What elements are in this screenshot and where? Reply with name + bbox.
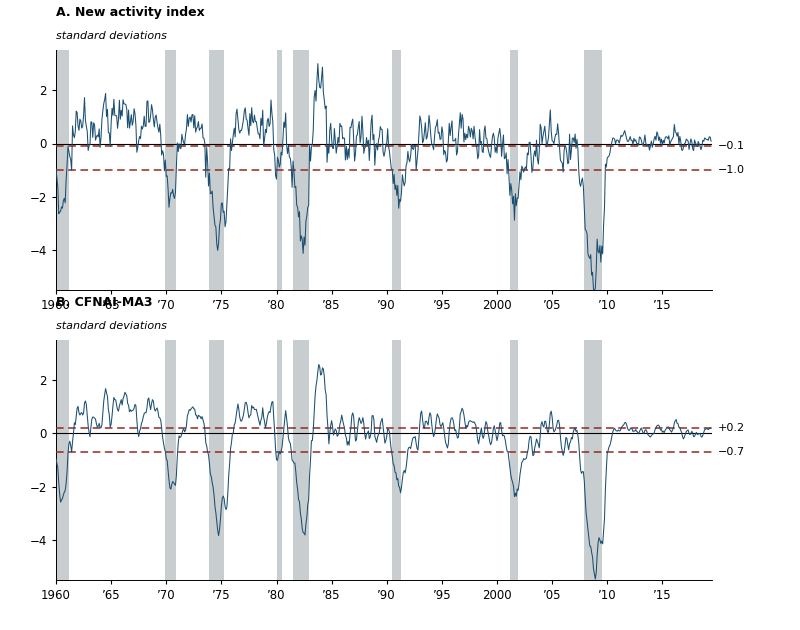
Bar: [56, 50, 69, 290]
Bar: [293, 340, 309, 580]
Text: −1.0: −1.0: [718, 165, 745, 175]
Bar: [166, 340, 176, 580]
Bar: [392, 340, 401, 580]
Bar: [584, 50, 602, 290]
Bar: [584, 340, 602, 580]
Text: A. New activity index: A. New activity index: [56, 6, 205, 20]
Bar: [210, 340, 224, 580]
Text: +0.2: +0.2: [718, 423, 745, 433]
Bar: [510, 340, 518, 580]
Text: standard deviations: standard deviations: [56, 31, 167, 41]
Text: B. CFNAI-MA3: B. CFNAI-MA3: [56, 296, 153, 309]
Text: standard deviations: standard deviations: [56, 321, 167, 331]
Bar: [166, 50, 176, 290]
Text: −0.7: −0.7: [718, 447, 745, 457]
Bar: [210, 50, 224, 290]
Bar: [392, 50, 401, 290]
Bar: [510, 50, 518, 290]
Bar: [277, 340, 282, 580]
Bar: [56, 340, 69, 580]
Bar: [277, 50, 282, 290]
Bar: [293, 50, 309, 290]
Text: −0.1: −0.1: [718, 141, 745, 151]
